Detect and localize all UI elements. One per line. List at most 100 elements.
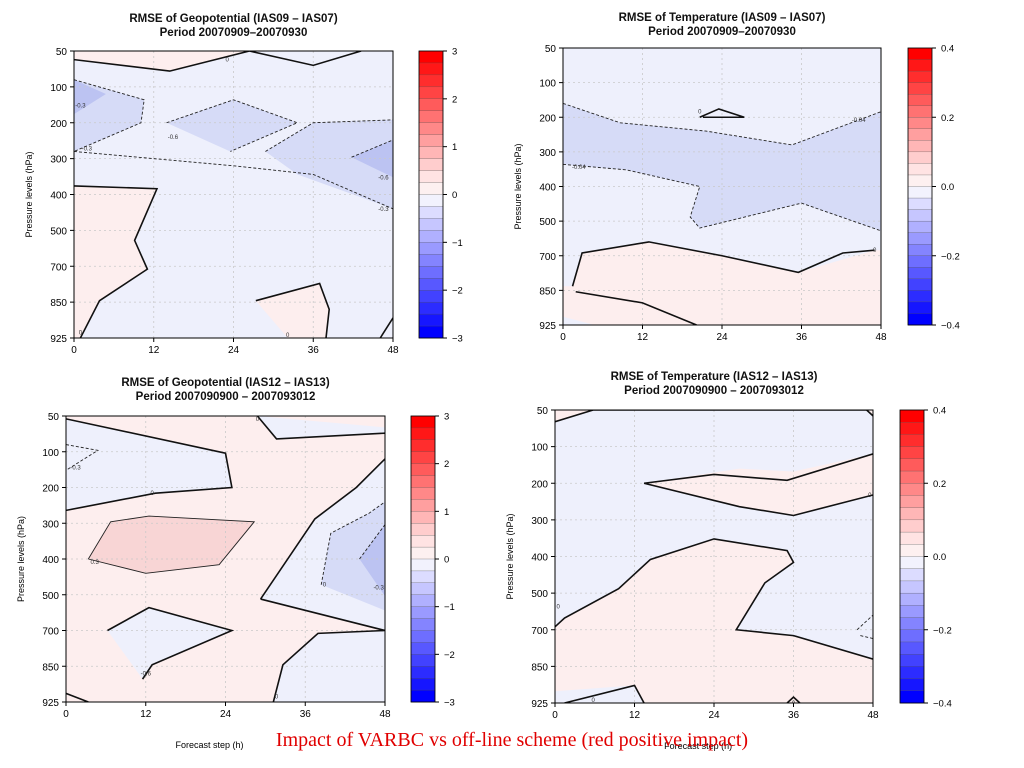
- colorbar-bin: [907, 290, 933, 303]
- plot-area: -0.3 0 0.3 0 0 -0.3 -0.6 0: [66, 416, 385, 702]
- colorbar-bin: [410, 451, 436, 465]
- colorbar-bin: [410, 523, 436, 536]
- contour-line-zero: [256, 416, 385, 440]
- colorbar-bin: [907, 174, 933, 187]
- x-axis-label: Forecast step (h): [664, 741, 732, 751]
- colorbar-bin: [899, 592, 925, 606]
- colorbar-bin: [410, 511, 436, 524]
- y-tick-label: 200: [531, 479, 548, 490]
- colorbar-bin: [418, 254, 444, 267]
- y-tick-label: 700: [539, 252, 556, 263]
- contour-region: [644, 453, 873, 516]
- contour-label: -0.3: [75, 104, 86, 110]
- contour-label: -0.3: [70, 465, 81, 471]
- contour-line-zero: [66, 418, 233, 512]
- colorbar-bin: [907, 255, 933, 268]
- chart-panel-4: RMSE of Temperature (IAS12 – IAS13) Perio…: [505, 371, 952, 751]
- colorbar-bin: [899, 434, 925, 448]
- contour-label: 0: [275, 694, 279, 700]
- x-tick-label: 24: [716, 332, 728, 343]
- colorbar-tick-label: −0.4: [933, 699, 952, 710]
- y-tick-label: 300: [50, 155, 67, 166]
- colorbar-bin: [410, 570, 436, 584]
- x-tick-label: 36: [300, 709, 312, 720]
- y-tick-label: 700: [42, 627, 59, 638]
- contour-label: 0: [591, 698, 595, 704]
- contour-line-negative: [320, 501, 385, 585]
- colorbar-bin: [410, 618, 436, 631]
- colorbar-tick-label: 0: [452, 190, 457, 201]
- x-tick-label: 48: [867, 710, 879, 721]
- contour-region: [359, 524, 385, 597]
- colorbar-bin: [907, 117, 933, 130]
- y-tick-label: 100: [531, 443, 548, 454]
- y-tick-label: 100: [539, 79, 556, 90]
- colorbar-bin: [418, 230, 444, 243]
- y-tick-label: 500: [50, 226, 67, 237]
- y-tick-label: 500: [539, 217, 556, 228]
- y-tick-label: 500: [42, 591, 59, 602]
- contour-line-negative: [166, 99, 299, 152]
- contour-line-negative: [74, 151, 393, 210]
- colorbar-bin: [410, 594, 436, 608]
- colorbar-bin: [418, 50, 444, 64]
- y-tick-label: 700: [531, 626, 548, 637]
- colorbar-bin: [418, 146, 444, 160]
- colorbar-bin: [899, 666, 925, 680]
- colorbar-bin: [418, 86, 444, 100]
- colorbar-bin: [899, 519, 925, 533]
- colorbar-bin: [907, 267, 933, 280]
- x-tick-label: 48: [875, 332, 887, 343]
- contour-label: 0: [286, 333, 290, 339]
- colorbar-bin: [410, 535, 436, 548]
- colorbar-bin: [418, 313, 444, 327]
- contour-label: 0: [150, 491, 154, 497]
- x-tick-label: 12: [148, 345, 160, 356]
- contour-line-zero: [555, 538, 873, 660]
- y-tick-label: 50: [537, 406, 549, 417]
- x-tick-label: 36: [796, 332, 808, 343]
- colorbar-tick-label: −1: [444, 602, 455, 613]
- colorbar-bin: [907, 151, 933, 164]
- contour-label: -0.6: [141, 671, 152, 677]
- contour-label: 0: [79, 330, 83, 336]
- contour-line-zero: [699, 108, 745, 119]
- y-tick-label: 50: [48, 412, 60, 423]
- contour-line-negative: [856, 614, 873, 631]
- y-tick-label: 200: [42, 484, 59, 495]
- contour-line-negative: [265, 119, 393, 152]
- contour-region: [255, 283, 330, 338]
- colorbar-bin: [899, 605, 925, 618]
- contour-label: 0.3: [91, 560, 100, 566]
- colorbar-bin: [899, 654, 925, 667]
- contour-region: [265, 119, 393, 209]
- colorbar-bin: [899, 556, 925, 570]
- colorbar-tick-label: −2: [452, 286, 463, 297]
- contour-line-zero: [260, 598, 385, 702]
- colorbar-bin: [418, 206, 444, 219]
- colorbar-bin: [410, 630, 436, 643]
- colorbar-bin: [410, 546, 436, 560]
- colorbar-tick-label: 0.4: [941, 44, 954, 55]
- colorbar-bin: [899, 458, 925, 472]
- colorbar-bin: [907, 163, 933, 176]
- colorbar-tick-label: 0.2: [941, 113, 954, 124]
- colorbar-bin: [418, 242, 444, 255]
- contour-region: [74, 185, 157, 338]
- contour-label: 0: [792, 701, 796, 707]
- colorbar-bin: [418, 325, 444, 339]
- y-tick-label: 925: [50, 334, 67, 345]
- y-tick-label: 100: [42, 448, 59, 459]
- colorbar: 3 2 1 0 −1 −2 −3: [410, 412, 455, 709]
- colorbar-bin: [907, 59, 933, 72]
- colorbar-bin: [907, 186, 933, 199]
- colorbar-bin: [410, 678, 436, 691]
- plot-area: 0 0 0 0: [555, 410, 873, 707]
- x-tick-label: 12: [629, 710, 641, 721]
- colorbar-bin: [899, 409, 925, 423]
- y-tick-label: 300: [42, 519, 59, 530]
- y-tick-label: 925: [42, 698, 59, 709]
- y-tick-label: 850: [531, 662, 548, 673]
- colorbar-tick-label: 2: [444, 459, 449, 470]
